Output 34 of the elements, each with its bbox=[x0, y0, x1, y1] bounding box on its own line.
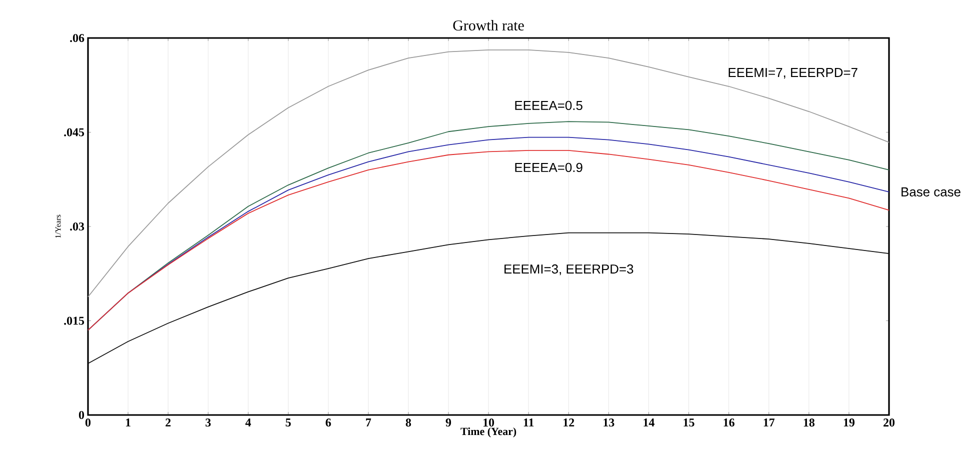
x-tick-label: 6 bbox=[326, 418, 331, 427]
x-tick-label: 17 bbox=[764, 418, 775, 426]
x-tick-label: 10 bbox=[483, 418, 494, 427]
x-tick-label: 0 bbox=[85, 418, 91, 427]
x-tick-label: 19 bbox=[844, 418, 855, 427]
x-tick-label: 9 bbox=[446, 418, 452, 427]
x-tick-label: 11 bbox=[524, 418, 534, 426]
x-tick-label: 18 bbox=[804, 418, 814, 427]
series-label: Base case bbox=[902, 187, 960, 196]
x-tick-label: 7 bbox=[366, 418, 372, 426]
x-axis-title: Time (Year) bbox=[460, 427, 516, 438]
x-tick-label: 5 bbox=[286, 418, 291, 426]
x-tick-label: 1 bbox=[126, 418, 130, 426]
y-tick-label: .03 bbox=[70, 222, 84, 231]
y-tick-label: 0 bbox=[78, 410, 84, 420]
chart-title: Growth rate bbox=[453, 20, 524, 30]
y-tick-label: .06 bbox=[70, 34, 84, 42]
x-tick-label: 8 bbox=[406, 418, 411, 427]
x-tick-label: 16 bbox=[724, 418, 734, 427]
x-tick-label: 2 bbox=[166, 418, 171, 426]
series-label: EEEEA=0.5 bbox=[515, 100, 582, 110]
x-tick-label: 14 bbox=[644, 418, 654, 426]
series-label: EEEMI=7, EEERPD=7 bbox=[728, 68, 858, 79]
x-tick-label: 13 bbox=[604, 418, 614, 427]
x-tick-label: 15 bbox=[684, 418, 694, 427]
x-tick-label: 4 bbox=[245, 418, 251, 426]
series-label: EEEEA=0.9 bbox=[515, 162, 582, 172]
line-series bbox=[88, 49, 890, 298]
x-tick-label: 12 bbox=[564, 418, 574, 426]
y-tick-label: .015 bbox=[64, 316, 84, 325]
text: EEEMI=3, EEERPD=3 bbox=[504, 264, 634, 276]
x-tick-label: 3 bbox=[206, 418, 211, 427]
x-tick-label: 20 bbox=[884, 418, 895, 427]
y-tick-label: .045 bbox=[64, 128, 84, 136]
